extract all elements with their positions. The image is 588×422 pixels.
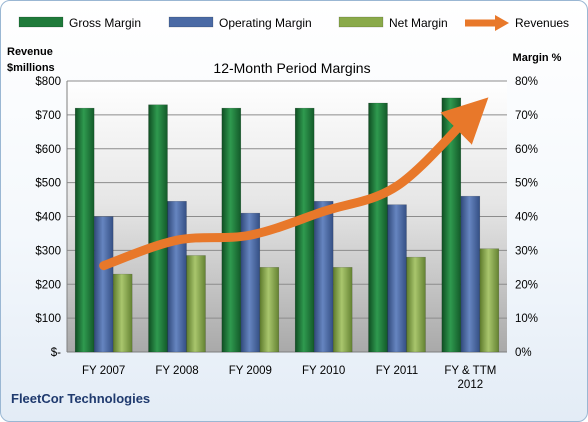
operating-margin-bar	[93, 216, 114, 353]
chart-title: 12-Month Period Margins	[213, 60, 370, 76]
gridlines	[66, 80, 507, 353]
left-tick-label: $800	[35, 76, 61, 88]
right-ticks: 0% 10% 20% 30% 40% 50% 60% 70% 80%	[515, 76, 538, 359]
left-tick-label: $400	[35, 212, 61, 224]
net-margin-bar	[259, 267, 280, 353]
legend-label-gross-margin: Gross Margin	[69, 16, 141, 30]
left-axis-title: Revenue $millions	[7, 46, 55, 74]
legend-swatch-net-margin	[338, 16, 384, 28]
net-margin-bar	[479, 248, 500, 353]
legend-arrow-revenues	[495, 15, 509, 31]
x-ticks: FY 2007 FY 2008 FY 2009 FY 2010 FY 2011 FY & …	[82, 365, 496, 391]
gross-margin-bar	[294, 107, 315, 353]
net-margin-bar	[186, 255, 206, 353]
left-tick-label: $-	[51, 347, 61, 359]
x-tick-label: FY 2011	[376, 365, 418, 377]
operating-margin-bar	[460, 195, 481, 353]
x-tick-label: FY 2010	[302, 365, 345, 377]
x-tick-label-line: FY 2010	[302, 365, 345, 377]
right-tick-label: 30%	[515, 245, 538, 257]
x-tick-label: FY & TTM 2012	[444, 365, 496, 391]
left-ticks: $- $100 $200 $300 $400 $500 $600 $700 $800	[35, 76, 61, 359]
legend-label-operating-margin: Operating Margin	[219, 16, 312, 30]
right-tick-label: 0%	[515, 347, 532, 359]
gross-margin-bar	[74, 107, 95, 353]
footer-company: FleetCor Technologies	[11, 391, 150, 406]
net-margin-bar	[406, 256, 426, 353]
left-tick-label: $100	[35, 313, 61, 325]
right-axis-title: Margin %	[513, 52, 562, 64]
operating-margin-bar	[387, 204, 407, 353]
x-tick-label-line: FY 2008	[155, 365, 198, 377]
revenues-line	[99, 97, 489, 271]
bars	[74, 97, 500, 353]
legend: Gross Margin Operating Margin Net Margin Re…	[18, 15, 569, 31]
x-tick-label-line: 2012	[458, 379, 484, 391]
legend-label-revenues: Revenues	[515, 16, 569, 30]
x-tick-label-line: FY 2007	[82, 365, 125, 377]
x-tick-label: FY 2008	[155, 365, 198, 377]
x-tick-label-line: FY 2011	[376, 365, 418, 377]
x-tick-label-line: FY & TTM	[444, 365, 496, 377]
operating-margin-bar	[313, 201, 334, 353]
left-axis-title-line: $millions	[7, 62, 55, 74]
x-tick-label: FY 2009	[229, 365, 272, 377]
left-axis-title-line: Revenue	[7, 46, 53, 58]
gross-margin-bar	[221, 107, 242, 353]
right-tick-label: 20%	[515, 279, 538, 291]
right-tick-label: 40%	[515, 212, 538, 224]
left-tick-label: $200	[35, 279, 61, 291]
x-tick-label-line: FY 2009	[229, 365, 272, 377]
operating-margin-bar	[240, 212, 261, 353]
legend-label-net-margin: Net Margin	[389, 16, 448, 30]
left-tick-label: $300	[35, 245, 61, 257]
right-tick-label: 60%	[515, 144, 538, 156]
gross-margin-bar	[368, 102, 388, 353]
left-tick-label: $700	[35, 110, 61, 122]
operating-margin-bar	[167, 201, 187, 353]
legend-swatch-operating-margin	[168, 16, 214, 28]
right-tick-label: 70%	[515, 110, 538, 122]
gross-margin-bar	[148, 104, 168, 353]
left-tick-label: $500	[35, 178, 61, 190]
right-tick-label: 50%	[515, 178, 538, 190]
x-tick-label: FY 2007	[82, 365, 125, 377]
legend-swatch-gross-margin	[18, 16, 64, 28]
revenue-line-group	[99, 97, 489, 271]
net-margin-bar	[112, 273, 133, 353]
left-tick-label: $600	[35, 144, 61, 156]
net-margin-bar	[332, 267, 353, 353]
right-tick-label: 80%	[515, 76, 538, 88]
right-tick-label: 10%	[515, 313, 538, 325]
